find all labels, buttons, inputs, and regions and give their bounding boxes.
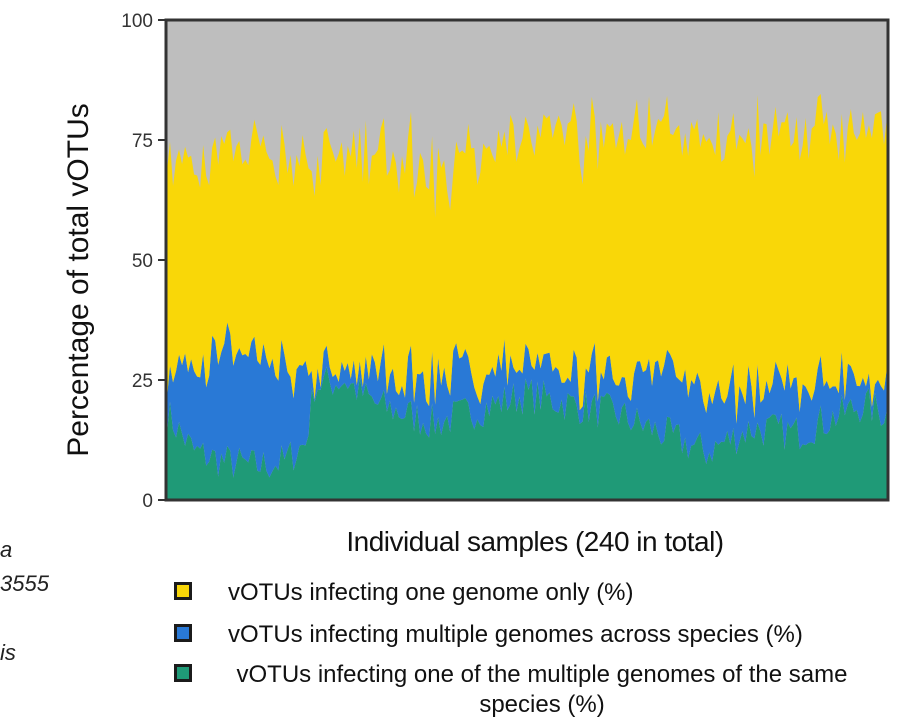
series-area-3 [167, 93, 887, 424]
legend-item-multi-same: vOTUs infecting one of the multiple geno… [174, 660, 872, 720]
left-fragment-3: is [0, 640, 16, 665]
series-area-2 [167, 322, 887, 478]
left-fragment-1: a [0, 537, 13, 562]
series-area-1 [167, 366, 887, 500]
x-axis-title: Individual samples (240 in total) [346, 526, 723, 557]
y-tick-label-50: 50 [132, 251, 153, 272]
legend-item-one-genome: vOTUs infecting one genome only (%) [174, 578, 634, 608]
legend-item-multi-across: vOTUs infecting multiple genomes across … [174, 620, 803, 650]
legend-swatch-multi-same [174, 664, 192, 682]
y-tick-label-25: 25 [132, 371, 153, 392]
legend-label-one-genome: vOTUs infecting one genome only (%) [228, 579, 634, 606]
y-tick-label-75: 75 [132, 131, 153, 152]
y-axis-title: Percentage of total vOTUs [62, 103, 95, 457]
y-tick-label-0: 0 [142, 491, 153, 512]
left-fragment-2: 3555 [0, 571, 49, 596]
y-tick-label-100: 100 [121, 11, 153, 32]
legend-swatch-one-genome [174, 582, 192, 600]
legend-label-multi-across: vOTUs infecting multiple genomes across … [228, 621, 803, 648]
legend-label-multi-same: vOTUs infecting one of the multiple geno… [236, 661, 848, 718]
legend-swatch-multi-across [174, 624, 192, 642]
